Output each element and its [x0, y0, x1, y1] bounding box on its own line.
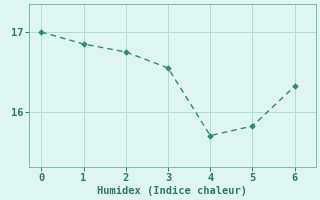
- X-axis label: Humidex (Indice chaleur): Humidex (Indice chaleur): [97, 186, 247, 196]
